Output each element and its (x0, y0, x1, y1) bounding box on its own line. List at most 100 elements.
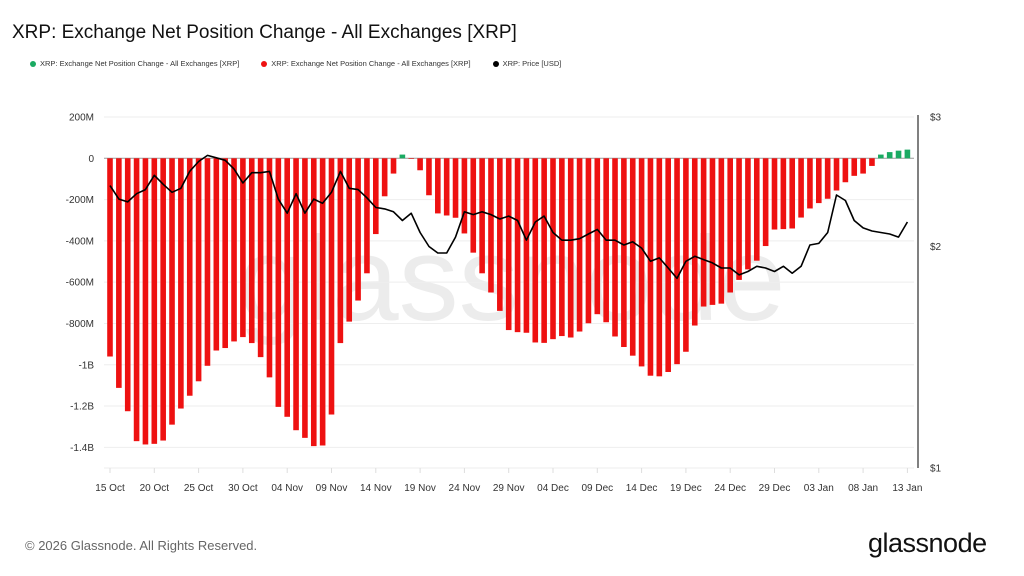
netflow-bar (133, 158, 140, 442)
netflow-bar (257, 158, 264, 358)
netflow-bar (612, 158, 618, 337)
x-tick-label: 14 Nov (360, 483, 392, 494)
chart-title: XRP: Exchange Net Position Change - All … (12, 22, 517, 43)
legend-item-inflow-negative[interactable]: XRP: Exchange Net Position Change - All … (261, 59, 471, 68)
y-left-tick-label: -600M (66, 278, 94, 289)
netflow-bar (789, 158, 796, 229)
netflow-bar (807, 158, 813, 209)
x-tick-label: 29 Nov (493, 483, 525, 494)
y-left-tick-label: -1B (78, 360, 94, 371)
y-left-tick-label: -200M (66, 195, 94, 206)
netflow-bar (541, 158, 547, 343)
netflow-bar (647, 158, 654, 376)
netflow-bar (505, 158, 512, 331)
netflow-bar (337, 158, 344, 344)
netflow-bar (178, 158, 184, 409)
netflow-bar (753, 158, 760, 261)
x-tick-label: 04 Nov (271, 483, 303, 494)
netflow-bar (824, 158, 831, 199)
netflow-bar (674, 158, 680, 365)
netflow-bar (576, 158, 583, 332)
netflow-bar (284, 158, 290, 417)
netflow-bar (895, 150, 902, 159)
netflow-bar (417, 158, 423, 171)
netflow-bar (523, 158, 530, 333)
netflow-bar (124, 158, 131, 412)
netflow-bar (346, 158, 353, 322)
netflow-bar (833, 158, 840, 191)
y-left-tick-label: 200M (69, 113, 94, 124)
netflow-bar (160, 158, 166, 441)
x-tick-label: 14 Dec (626, 483, 658, 494)
x-tick-label: 19 Dec (670, 483, 702, 494)
legend-item-price[interactable]: XRP: Price [USD] (492, 59, 562, 68)
netflow-bar (904, 149, 911, 159)
y-right-tick-label: $2 (930, 242, 942, 253)
y-right-tick-label: $3 (930, 113, 942, 124)
netflow-bar (302, 158, 308, 438)
netflow-bar (479, 158, 485, 274)
netflow-bar (373, 158, 379, 235)
netflow-bar (195, 158, 202, 382)
y-left-tick-label: -1.4B (70, 443, 94, 454)
x-tick-label: 29 Dec (759, 483, 791, 494)
legend-label: XRP: Price [USD] (502, 59, 562, 68)
netflow-bar (727, 158, 733, 293)
netflow-bar (718, 158, 725, 304)
legend-label: XRP: Exchange Net Position Change - All … (271, 59, 471, 68)
legend: XRP: Exchange Net Position Change - All … (30, 59, 583, 68)
price-line (109, 154, 909, 280)
netflow-bar (762, 158, 769, 247)
x-tick-label: 25 Oct (184, 483, 214, 494)
netflow-bar (886, 152, 893, 159)
netflow-bar (842, 158, 849, 183)
netflow-bar (248, 158, 255, 344)
netflow-bar (452, 158, 459, 218)
netflow-bar (709, 158, 716, 305)
x-tick-label: 03 Jan (804, 483, 834, 494)
netflow-bar (567, 158, 574, 338)
x-tick-label: 04 Dec (537, 483, 569, 494)
netflow-bar (319, 158, 326, 446)
netflow-bar (293, 158, 299, 431)
legend-label: XRP: Exchange Net Position Change - All … (40, 59, 240, 68)
netflow-bar (514, 158, 521, 333)
netflow-bar (381, 158, 388, 197)
netflow-bar (585, 158, 592, 324)
netflow-bar (435, 158, 441, 214)
netflow-bar (204, 158, 211, 366)
netflow-bar (186, 158, 193, 396)
netflow-bar (851, 158, 858, 176)
x-tick-label: 09 Nov (316, 483, 348, 494)
netflow-bar (231, 158, 237, 342)
y-left-tick-label: -400M (66, 236, 94, 247)
x-tick-label: 30 Oct (228, 483, 258, 494)
red-dot-icon (261, 60, 268, 67)
x-tick-label: 09 Dec (581, 483, 613, 494)
netflow-bar (691, 158, 698, 326)
netflow-bar (328, 158, 335, 415)
y-left-tick-label: -1.2B (70, 402, 94, 413)
netflow-bar (355, 158, 361, 301)
netflow-bar (621, 158, 627, 348)
x-tick-label: 15 Oct (95, 483, 125, 494)
netflow-bar (399, 154, 406, 159)
netflow-bar (736, 158, 742, 280)
legend-item-inflow-positive[interactable]: XRP: Exchange Net Position Change - All … (30, 59, 239, 68)
netflow-bar (116, 158, 122, 388)
netflow-bar (665, 158, 671, 372)
netflow-bar (275, 158, 282, 407)
netflow-bar (656, 158, 663, 377)
x-tick-label: 24 Dec (714, 483, 746, 494)
netflow-bar (222, 158, 228, 349)
netflow-bar (700, 158, 707, 307)
netflow-bar (240, 158, 246, 338)
netflow-bar (107, 158, 113, 357)
netflow-bar (213, 158, 220, 351)
copyright-text: © 2026 Glassnode. All Rights Reserved. (25, 538, 258, 553)
netflow-bar (169, 158, 175, 425)
netflow-bar (443, 158, 450, 216)
y-left-tick-label: 0 (88, 154, 94, 165)
netflow-bar (550, 158, 556, 340)
netflow-bar (594, 158, 601, 315)
